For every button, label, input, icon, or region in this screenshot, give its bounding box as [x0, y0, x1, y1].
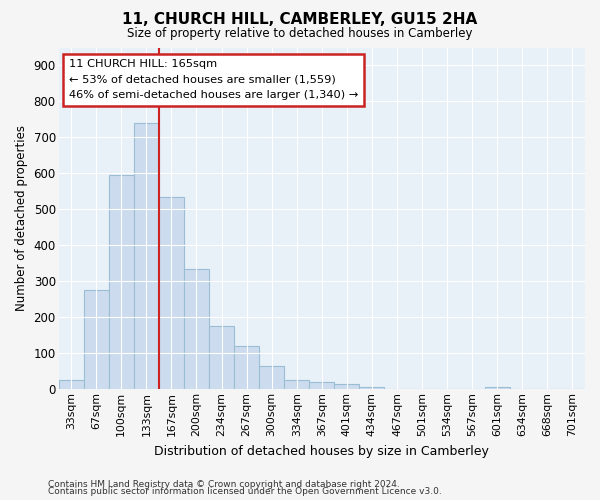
Bar: [309, 382, 334, 390]
Text: Size of property relative to detached houses in Camberley: Size of property relative to detached ho…: [127, 28, 473, 40]
Bar: [83, 290, 109, 390]
Bar: [109, 175, 134, 390]
Bar: [209, 326, 234, 390]
Bar: [159, 197, 184, 390]
Y-axis label: Number of detached properties: Number of detached properties: [15, 126, 28, 312]
Text: Contains public sector information licensed under the Open Government Licence v3: Contains public sector information licen…: [48, 488, 442, 496]
Text: 11, CHURCH HILL, CAMBERLEY, GU15 2HA: 11, CHURCH HILL, CAMBERLEY, GU15 2HA: [122, 12, 478, 28]
X-axis label: Distribution of detached houses by size in Camberley: Distribution of detached houses by size …: [154, 444, 489, 458]
Bar: [334, 384, 359, 390]
Bar: [184, 268, 209, 390]
Bar: [284, 380, 309, 390]
Text: 11 CHURCH HILL: 165sqm
← 53% of detached houses are smaller (1,559)
46% of semi-: 11 CHURCH HILL: 165sqm ← 53% of detached…: [69, 60, 358, 100]
Bar: [485, 388, 510, 390]
Bar: [59, 380, 83, 390]
Text: Contains HM Land Registry data © Crown copyright and database right 2024.: Contains HM Land Registry data © Crown c…: [48, 480, 400, 489]
Bar: [259, 366, 284, 390]
Bar: [234, 346, 259, 390]
Bar: [134, 123, 159, 390]
Bar: [359, 388, 385, 390]
